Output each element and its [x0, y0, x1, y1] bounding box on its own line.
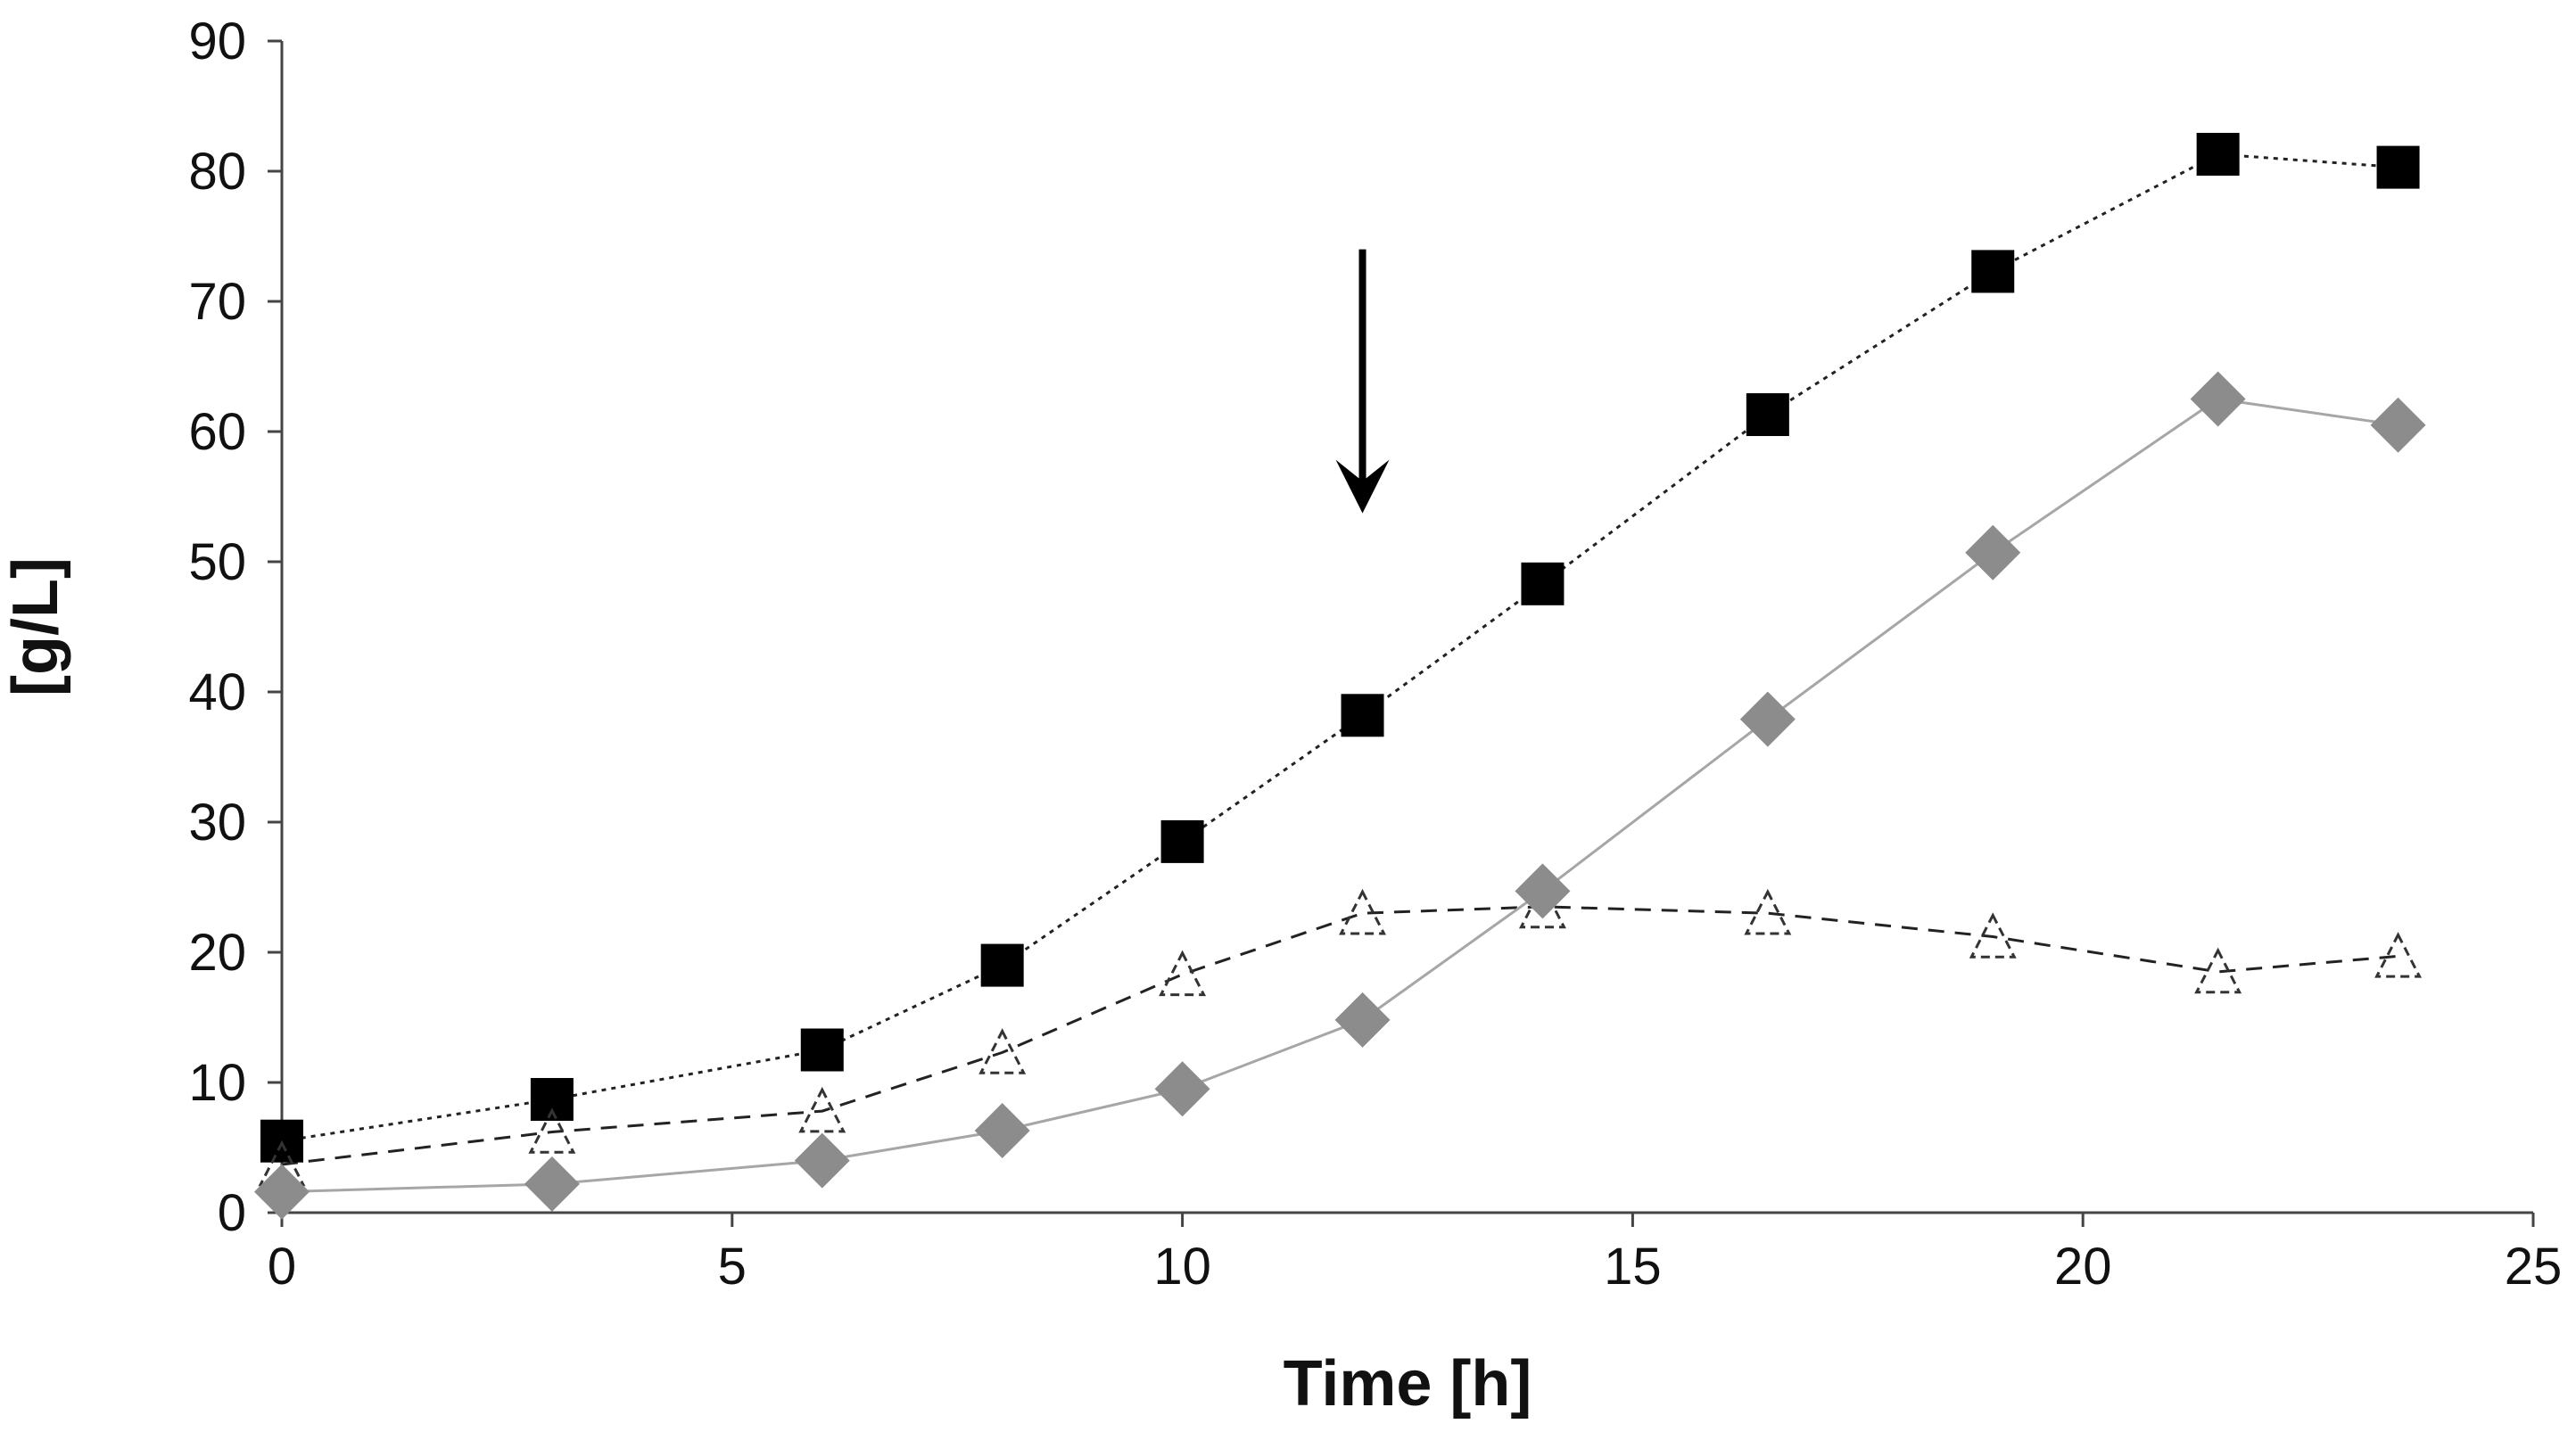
y-tick-label: 20 [188, 924, 246, 982]
data-point-diamond [2370, 397, 2426, 453]
data-point-diamond [524, 1156, 580, 1212]
data-point-square [980, 943, 1024, 987]
y-tick-label: 70 [188, 273, 246, 331]
data-point-diamond [2190, 371, 2246, 427]
series-line-2 [281, 905, 2398, 1166]
data-point-diamond [1739, 691, 1796, 747]
y-tick-label: 40 [188, 663, 246, 721]
y-axis-title: [g/L] [0, 557, 71, 696]
data-point-diamond [254, 1164, 310, 1220]
data-point-diamond [974, 1103, 1030, 1159]
data-point-diamond [1334, 992, 1391, 1048]
x-tick-label: 5 [718, 1238, 747, 1296]
annotations [1335, 249, 1390, 514]
x-tick-label: 15 [1604, 1238, 1662, 1296]
y-tick-label: 90 [188, 12, 246, 70]
x-tick-label: 25 [2505, 1238, 2563, 1296]
y-tick-label: 60 [188, 403, 246, 461]
x-tick-label: 0 [268, 1238, 296, 1296]
series-markers [254, 133, 2426, 1220]
data-point-diamond [1154, 1061, 1210, 1117]
data-point-square [530, 1077, 574, 1121]
data-point-diamond [794, 1132, 850, 1189]
series-line-1 [281, 152, 2398, 1143]
data-point-square [1746, 393, 1789, 437]
x-axis-title: Time [h] [1284, 1348, 1532, 1420]
data-point-square [1160, 819, 1204, 863]
data-point-diamond [1965, 524, 2021, 580]
axes: 0 5 10 15 20 25 0 10 20 30 40 50 60 70 80 90 [188, 12, 2562, 1296]
y-tick-label: 80 [188, 143, 246, 201]
x-tick-label: 20 [2054, 1238, 2112, 1296]
data-point-square [1341, 694, 1384, 737]
data-point-square [2376, 145, 2420, 189]
x-tick-label: 10 [1153, 1238, 1211, 1296]
data-point-square [1971, 250, 2015, 293]
arrow-head [1335, 459, 1390, 514]
y-tick-label: 50 [188, 533, 246, 591]
data-point-square [2196, 133, 2240, 177]
y-tick-label: 10 [188, 1054, 246, 1112]
y-tick-label: 30 [188, 794, 246, 852]
data-point-square [800, 1028, 844, 1072]
data-point-diamond [1515, 863, 1571, 919]
data-point-square [1521, 562, 1565, 605]
y-tick-label: 0 [218, 1184, 246, 1242]
